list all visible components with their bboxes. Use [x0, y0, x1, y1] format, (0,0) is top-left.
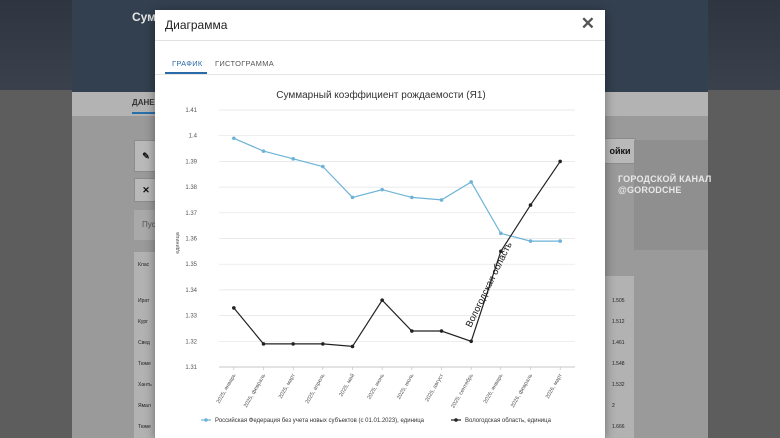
channel-watermark: ГОРОДСКОЙ КАНАЛ @GORODCHE	[618, 174, 712, 195]
series-1-point	[232, 136, 236, 141]
chart-annotation: Вологодская область	[464, 240, 515, 329]
background-table-value: 1.666	[612, 424, 625, 430]
y-tick-label: 1.35	[185, 262, 197, 268]
series-1-point	[439, 198, 444, 202]
series-2-point	[380, 298, 384, 302]
dialog-title: Диаграмма	[165, 18, 228, 32]
series-1-point	[261, 149, 266, 153]
tabs-divider	[155, 74, 605, 75]
background-tab[interactable]: ДАНЕ	[132, 98, 155, 107]
y-tick-label: 1.32	[185, 339, 197, 345]
series-2-point	[528, 203, 533, 207]
x-tick-label: 2025, сентябрь	[450, 373, 475, 410]
x-tick-label: 2025, июль	[396, 373, 415, 401]
line-chart: Суммарный коэффициент рождаемости (Я1) е…	[175, 89, 575, 424]
x-tick-label: 2026, март	[545, 373, 564, 400]
series-2-point	[291, 342, 295, 346]
x-tick-label: 2025, май	[338, 373, 357, 398]
series-2-point	[321, 342, 325, 346]
series-2-point	[261, 342, 266, 346]
background-table-row: Свед	[138, 340, 150, 346]
y-tick-label: 1.31	[185, 365, 197, 371]
x-tick-label: 2025, июнь	[366, 373, 385, 401]
series-line-2	[233, 161, 561, 348]
series-2-point	[469, 339, 473, 344]
series-1-point	[528, 239, 533, 243]
series-line-1	[233, 137, 561, 242]
series-1-point	[410, 195, 414, 200]
series-2-point	[439, 329, 444, 333]
background-search-field[interactable]: Пус	[134, 210, 156, 240]
background-right-table	[604, 276, 634, 438]
legend-marker-point	[204, 418, 208, 422]
series-1-point	[499, 231, 503, 236]
background-tab-underline	[132, 112, 156, 114]
series-1-point	[380, 187, 384, 192]
x-tick-label: 2025, январь	[216, 373, 238, 405]
background-table-value: 1.532	[612, 382, 625, 388]
x-tick-label: 2025, апрель	[305, 373, 327, 405]
background-table-header: Клас	[138, 262, 150, 268]
background-table-row: Тюме	[138, 361, 151, 367]
background-settings-button[interactable]: ойки	[604, 138, 636, 164]
background-table-row: Ират	[138, 298, 150, 304]
pin-icon: ✎	[142, 150, 150, 161]
background-page-title: Сум	[132, 10, 157, 24]
background-table-row: Ямал	[138, 403, 151, 409]
y-tick-label: 1.37	[185, 211, 197, 217]
background-table-row: Тюме	[138, 424, 151, 430]
series-2-point	[350, 344, 355, 349]
series-2-point	[499, 249, 503, 254]
background-table-value: 1.548	[612, 361, 625, 367]
series-1-point	[321, 164, 325, 169]
y-tick-label: 1.34	[185, 288, 197, 294]
series-1-point	[291, 157, 295, 161]
series-1-point	[558, 239, 562, 243]
background-right-strip	[634, 140, 708, 250]
chart-dialog: Диаграмма ✕ ГРАФИК ГИСТОГРАММА Суммарный…	[155, 10, 605, 438]
background-table-value: 1.512	[612, 319, 625, 325]
background-table-row: Кург	[138, 319, 148, 325]
chart-title: Суммарный коэффициент рождаемости (Я1)	[276, 89, 486, 101]
series-1-point	[350, 195, 355, 200]
x-tick-label: 2025, август	[424, 373, 445, 403]
y-tick-label: 1.41	[185, 108, 197, 114]
y-tick-label: 1.33	[185, 314, 197, 320]
legend-label: Вологодская область, единица	[465, 418, 552, 424]
background-table-value: 1.505	[612, 298, 625, 304]
y-tick-label: 1.4	[189, 134, 198, 140]
legend-label: Российская Федерация без учета новых суб…	[215, 417, 425, 424]
background-table-row: Ханть	[138, 382, 152, 388]
close-icon[interactable]: ✕	[580, 14, 595, 33]
y-tick-label: 1.36	[185, 237, 197, 243]
tab-histogram[interactable]: ГИСТОГРАММА	[215, 59, 275, 68]
x-tick-label: 2025, март	[278, 373, 297, 400]
x-tick-label: 2025, февраль	[243, 373, 267, 409]
active-tab-indicator	[165, 72, 207, 74]
y-tick-label: 1.38	[185, 185, 197, 191]
legend-marker-point	[454, 418, 458, 422]
background-table-value: 1.461	[612, 340, 625, 346]
dialog-header: Диаграмма ✕	[155, 10, 605, 41]
series-2-point	[232, 306, 236, 310]
series-1-point	[469, 180, 473, 184]
tab-graph[interactable]: ГРАФИК	[172, 59, 203, 68]
background-table-value: 2	[612, 403, 615, 409]
x-tick-label: 2026, февраль	[510, 373, 534, 409]
y-tick-label: 1.39	[185, 159, 197, 165]
series-2-point	[558, 159, 562, 164]
close-icon: ✕	[142, 184, 150, 195]
background-pin-button[interactable]: ✎	[134, 140, 158, 172]
x-tick-label: 2026, январь	[483, 373, 505, 405]
background-left-table	[134, 252, 156, 438]
y-axis-label: единица	[175, 231, 181, 253]
series-2-point	[410, 329, 414, 333]
